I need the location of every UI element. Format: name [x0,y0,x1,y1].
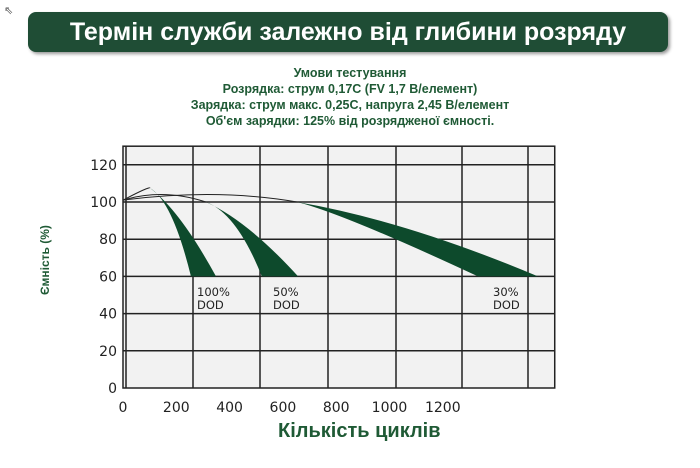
x-axis-label: Кількість циклів [278,420,441,442]
dod-label: DOD [197,298,224,312]
dod-label: 30% [493,285,519,299]
dod-label: 50% [273,285,299,299]
conditions-line: Об'єм зарядки: 125% від розрядженої ємно… [205,114,495,128]
x-tick-label: 1000 [372,400,408,416]
dod-label: DOD [493,298,520,312]
x-tick-label: 800 [323,400,350,416]
x-tick-label: 400 [216,400,243,416]
y-tick-label: 80 [99,232,117,248]
y-tick-label: 20 [99,344,117,360]
x-tick-label: 1200 [425,400,461,416]
conditions-line: Зарядка: струм макс. 0,25C, напруга 2,45… [190,98,510,112]
y-tick-label: 120 [90,158,117,174]
dod-band [297,202,538,277]
dod-label: 100% [197,285,230,299]
y-tick-label: 100 [90,195,117,211]
capacity-curve [122,187,151,201]
y-tick-label: 60 [99,269,117,285]
conditions-line: Розрядка: струм 0,17C (FV 1,7 В/елемент) [222,82,478,96]
cursor-icon: ⇖ [4,5,14,17]
x-tick-label: 600 [270,400,297,416]
y-tick-label: 40 [99,307,117,323]
y-axis-label: Ємність (%) [38,225,52,295]
dod-band [149,188,217,277]
y-tick-label: 0 [108,381,117,397]
conditions-heading: Умови тестування [293,66,407,80]
dod-band [205,202,299,277]
capacity-curve [122,194,207,203]
x-tick-label: 0 [119,400,128,416]
x-tick-label: 200 [163,400,190,416]
dod-label: DOD [273,298,300,312]
capacity-curve [122,194,298,203]
page-title: Термін служби залежно від глибини розряд… [28,12,668,52]
